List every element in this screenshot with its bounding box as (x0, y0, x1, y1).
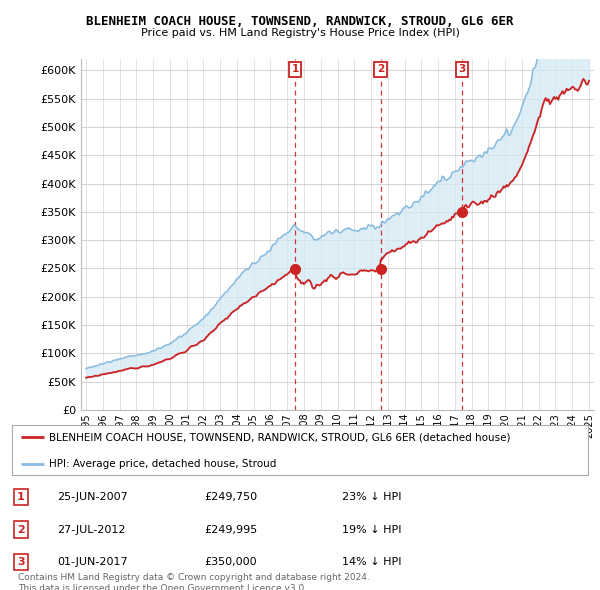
Text: Price paid vs. HM Land Registry's House Price Index (HPI): Price paid vs. HM Land Registry's House … (140, 28, 460, 38)
Text: 23% ↓ HPI: 23% ↓ HPI (342, 492, 401, 502)
Text: BLENHEIM COACH HOUSE, TOWNSEND, RANDWICK, STROUD, GL6 6ER: BLENHEIM COACH HOUSE, TOWNSEND, RANDWICK… (86, 15, 514, 28)
Text: 2: 2 (17, 525, 25, 535)
Text: £249,995: £249,995 (204, 525, 257, 535)
Text: BLENHEIM COACH HOUSE, TOWNSEND, RANDWICK, STROUD, GL6 6ER (detached house): BLENHEIM COACH HOUSE, TOWNSEND, RANDWICK… (49, 432, 511, 442)
Text: HPI: Average price, detached house, Stroud: HPI: Average price, detached house, Stro… (49, 459, 277, 469)
Text: 2: 2 (377, 64, 384, 74)
Text: 19% ↓ HPI: 19% ↓ HPI (342, 525, 401, 535)
Text: Contains HM Land Registry data © Crown copyright and database right 2024.
This d: Contains HM Land Registry data © Crown c… (18, 573, 370, 590)
Text: £249,750: £249,750 (204, 492, 257, 502)
Text: 3: 3 (458, 64, 466, 74)
Text: 14% ↓ HPI: 14% ↓ HPI (342, 557, 401, 567)
Text: 25-JUN-2007: 25-JUN-2007 (57, 492, 128, 502)
Text: 27-JUL-2012: 27-JUL-2012 (57, 525, 125, 535)
Text: £350,000: £350,000 (204, 557, 257, 567)
Text: 01-JUN-2017: 01-JUN-2017 (57, 557, 128, 567)
Text: 1: 1 (292, 64, 299, 74)
Text: 3: 3 (17, 557, 25, 567)
Text: 1: 1 (17, 492, 25, 502)
